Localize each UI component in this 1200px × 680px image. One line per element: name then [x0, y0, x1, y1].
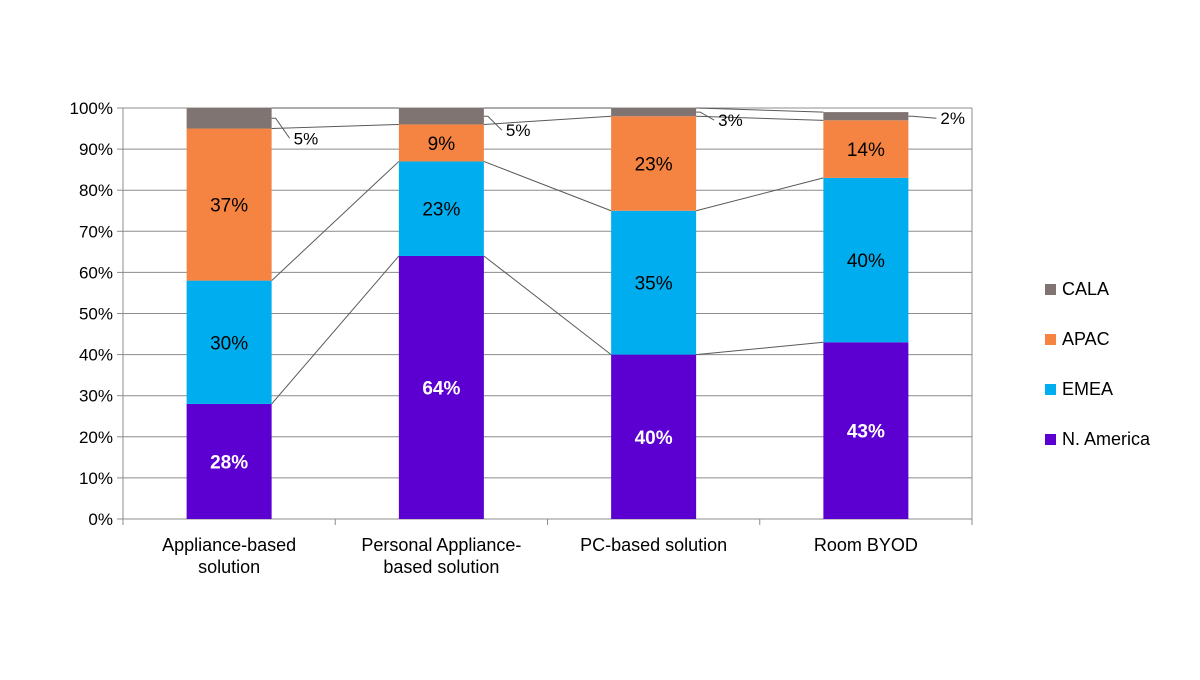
- y-tick-label: 80%: [79, 181, 113, 200]
- data-label: 35%: [635, 274, 673, 295]
- data-label: 43%: [847, 422, 885, 443]
- y-tick-label: 30%: [79, 387, 113, 406]
- data-label: 23%: [422, 200, 460, 221]
- data-label: 40%: [847, 251, 885, 272]
- legend-swatch: [1045, 334, 1056, 345]
- series-line: [483, 160, 612, 212]
- data-label: 5%: [506, 121, 531, 140]
- data-label: 5%: [294, 129, 319, 148]
- y-tick-label: 100%: [70, 99, 113, 118]
- y-tick-label: 70%: [79, 222, 113, 241]
- bar-segment: [398, 161, 484, 256]
- x-tick-label: solution: [198, 557, 260, 577]
- y-tick-label: 40%: [79, 346, 113, 365]
- data-label: 9%: [428, 134, 456, 155]
- bar-segment: [186, 280, 272, 404]
- legend-label: N. America: [1062, 429, 1151, 449]
- y-tick-label: 60%: [79, 263, 113, 282]
- legend-swatch: [1045, 434, 1056, 445]
- series-line: [695, 177, 824, 212]
- x-tick-label: based solution: [383, 557, 499, 577]
- data-label: 30%: [210, 333, 248, 354]
- series-line: [483, 115, 612, 125]
- series-line: [696, 115, 824, 121]
- y-tick-label: 90%: [79, 140, 113, 159]
- legend: CALA APAC EMEA N. America: [1045, 279, 1151, 449]
- series-line: [271, 161, 400, 281]
- bar-segment: [611, 210, 697, 355]
- data-label: 14%: [847, 140, 885, 161]
- y-tick-label: 50%: [79, 305, 113, 324]
- x-tick-label: PC-based solution: [580, 535, 727, 555]
- data-label: 28%: [210, 452, 248, 473]
- bar-segment: [398, 108, 484, 125]
- series-lines: [271, 107, 824, 405]
- leader-line: [483, 115, 503, 131]
- legend-label: CALA: [1062, 279, 1109, 299]
- data-labels: 28% 30% 37% 5% 64% 23% 9% 5% 40% 35% 23% 3% 43% 40% 14…: [210, 109, 965, 473]
- legend-label: APAC: [1062, 329, 1110, 349]
- series-line: [696, 341, 824, 356]
- bar-segment: [398, 124, 484, 162]
- data-label: 2%: [940, 109, 965, 128]
- y-tick-label: 10%: [79, 469, 113, 488]
- bar-segment: [611, 108, 697, 117]
- data-label: 40%: [635, 428, 673, 449]
- bar-segment: [186, 128, 272, 281]
- legend-swatch: [1045, 284, 1056, 295]
- legend-label: EMEA: [1062, 379, 1113, 399]
- data-label: 37%: [210, 196, 248, 217]
- series-line: [271, 123, 399, 130]
- legend-swatch: [1045, 384, 1056, 395]
- bar-segment: [398, 255, 484, 519]
- y-tick-label: 20%: [79, 428, 113, 447]
- bar-segment: [823, 120, 909, 178]
- tick-labels: 0% 10% 20% 30% 40% 50% 60% 70% 80% 90% 100% Applian…: [70, 99, 918, 577]
- series-line: [696, 107, 824, 113]
- bar-segment: [823, 342, 909, 519]
- x-tick-label: Appliance-based: [162, 535, 296, 555]
- bars: [186, 108, 909, 519]
- bar-segment: [611, 116, 697, 211]
- bar-segment: [186, 403, 272, 519]
- series-line: [271, 255, 400, 405]
- bar-segment: [611, 354, 697, 519]
- series-line: [483, 255, 612, 355]
- data-label: 64%: [422, 378, 460, 399]
- bar-segment: [186, 108, 272, 129]
- leader-line: [271, 117, 291, 139]
- leader-line: [696, 111, 715, 121]
- x-tick-label: Personal Appliance-: [361, 535, 521, 555]
- data-label: 3%: [718, 111, 743, 130]
- bar-segment: [823, 177, 909, 343]
- x-tick-label: Room BYOD: [814, 535, 918, 555]
- y-tick-label: 0%: [88, 510, 113, 529]
- data-label: 23%: [635, 154, 673, 175]
- bar-segment: [823, 112, 909, 121]
- leader-line: [908, 115, 937, 119]
